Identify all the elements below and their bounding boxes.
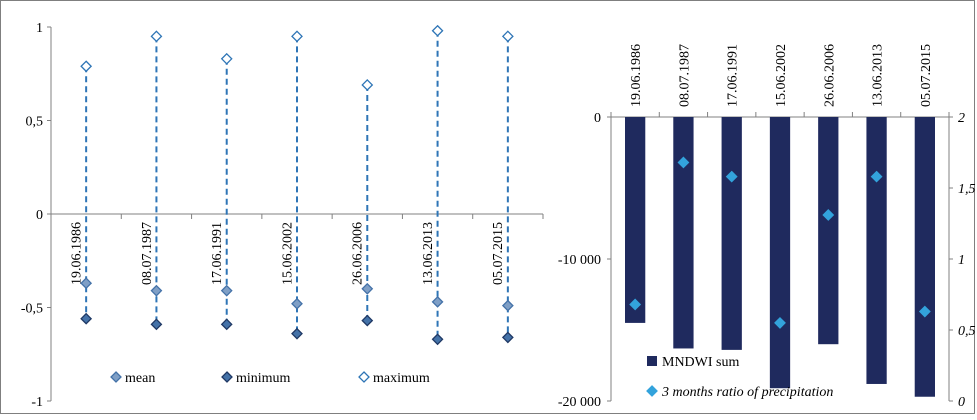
mean-point xyxy=(220,284,233,297)
legend-maximum-label: maximum xyxy=(373,371,430,386)
mndwi-sum-bar xyxy=(818,117,839,345)
left-x-tick-label: 19.06.1986 xyxy=(70,222,85,285)
maximum-point xyxy=(431,24,444,37)
maximum-point xyxy=(220,52,233,65)
right-left-y-tick-label: 0 xyxy=(594,111,601,126)
legend-mean-label: mean xyxy=(125,371,155,386)
precipitation-point xyxy=(918,305,931,318)
left-x-tick-label: 26.06.2006 xyxy=(351,222,366,285)
mndwi-sum-bar xyxy=(769,117,791,389)
minimum-point xyxy=(431,333,444,346)
right-x-tick-label: 08.07.1987 xyxy=(677,44,692,107)
precipitation-point xyxy=(774,316,786,329)
mndwi-sum-bar xyxy=(866,117,887,384)
right-x-tick-label: 19.06.1986 xyxy=(629,44,644,107)
maximum-point xyxy=(361,79,374,91)
minimum-point xyxy=(361,314,374,327)
left-x-tick-label: 05.07.2015 xyxy=(491,222,506,285)
right-left-y-tick-label: -20 000 xyxy=(558,395,601,410)
minimum-point xyxy=(220,318,233,331)
right-right-y-tick-label: 0,5 xyxy=(958,324,976,339)
mean-point xyxy=(150,284,163,297)
mndwi-sum-bar xyxy=(914,117,935,397)
left-x-tick-label: 17.06.1991 xyxy=(210,222,225,285)
precipitation-point xyxy=(629,298,642,311)
maximum-point xyxy=(291,30,303,43)
left-x-tick-label: 15.06.2002 xyxy=(280,222,295,285)
precipitation-point xyxy=(822,209,835,221)
left-x-tick-label: 13.06.2013 xyxy=(421,222,436,285)
right-x-tick-label: 17.06.1991 xyxy=(726,44,741,107)
right-right-y-tick-label: 2 xyxy=(958,111,965,126)
mndwi-sum-bar xyxy=(673,117,694,349)
mean-point xyxy=(501,299,514,312)
precipitation-point xyxy=(725,170,738,183)
mndwi-sum-bar xyxy=(625,117,646,323)
right-left-y-tick-label: -10 000 xyxy=(558,253,601,268)
right-x-tick-label: 26.06.2006 xyxy=(822,44,837,107)
right-right-y-tick-label: 1,5 xyxy=(958,182,976,197)
left-y-tick-label: 0 xyxy=(36,208,43,223)
minimum-point xyxy=(80,312,93,325)
maximum-point xyxy=(80,60,93,73)
left-y-tick-label: 0,5 xyxy=(26,115,44,130)
precipitation-point xyxy=(870,170,883,183)
legend-mndwi-label: MNDWI sum xyxy=(662,355,739,370)
mean-point xyxy=(431,295,444,308)
legend-precip-marker xyxy=(646,385,658,397)
minimum-point xyxy=(501,331,514,344)
maximum-point xyxy=(150,30,163,43)
left-y-tick-label: 1 xyxy=(36,21,43,36)
left-y-tick-label: -1 xyxy=(31,395,43,410)
right-x-tick-label: 13.06.2013 xyxy=(871,44,886,107)
legend-precip-label: 3 months ratio of precipitation xyxy=(661,385,833,400)
mndwi-sum-bar xyxy=(721,117,742,350)
mean-point xyxy=(361,282,374,295)
minimum-point xyxy=(291,327,303,340)
right-x-tick-label: 15.06.2002 xyxy=(774,44,789,107)
legend-maximum-marker xyxy=(358,371,370,383)
minimum-point xyxy=(150,318,163,331)
maximum-point xyxy=(501,30,514,43)
legend-mean-marker xyxy=(110,371,122,383)
precipitation-point xyxy=(677,156,690,169)
mean-point xyxy=(291,297,303,310)
right-x-tick-label: 05.07.2015 xyxy=(919,44,934,107)
left-x-tick-label: 08.07.1987 xyxy=(140,222,155,285)
right-right-y-tick-label: 1 xyxy=(958,253,965,268)
legend-minimum-label: minimum xyxy=(236,371,291,386)
left-y-tick-label: -0,5 xyxy=(21,302,43,317)
right-right-y-tick-label: 0 xyxy=(958,395,965,410)
legend-minimum-marker xyxy=(221,371,233,383)
legend-mndwi-swatch xyxy=(647,356,657,366)
mean-point xyxy=(80,277,93,290)
